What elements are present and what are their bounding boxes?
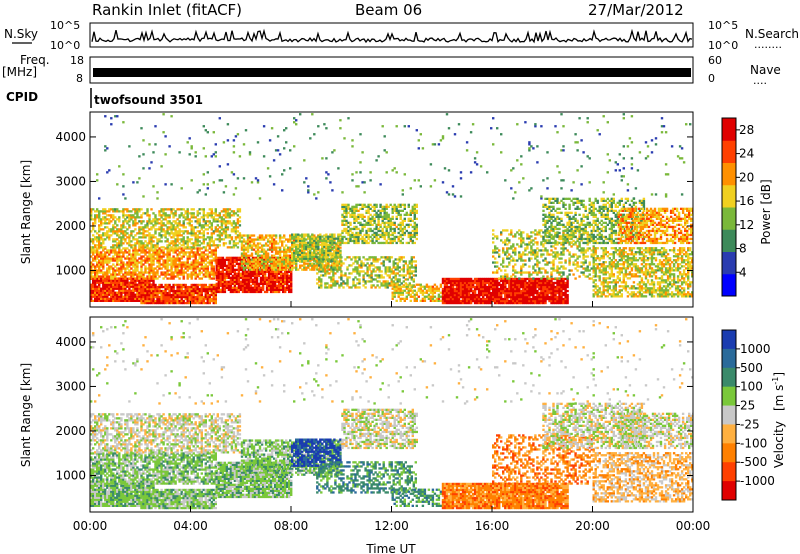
velocity-colorbar-label-main: Velocity [772,421,786,468]
nave-tick-top: 60 [708,54,722,67]
velocity-colorbar-tick-label: 1000 [740,342,771,356]
x-tick-label: 20:00 [575,519,610,533]
y-tick-label: 3000 [55,379,86,393]
velocity-colorbar-swatch [722,424,736,444]
velocity-colorbar-tick-label: 25 [740,399,755,413]
cpid-value: twofsound 3501 [94,93,203,107]
velocity-colorbar-tick-label: -100 [740,436,767,450]
power-colorbar-frame [721,117,737,297]
noise-panel: N.Sky 10^5 10^0 10^5 10^0 N.Search .....… [4,19,799,52]
y-tick-label: 3000 [55,174,86,188]
velocity-colorbar-label-exp: -1 [771,377,780,385]
power-colorbar-swatch [722,184,736,208]
power-colorbar-swatch [722,118,736,141]
noise-sky-label: N.Sky [4,27,38,41]
power-panel: 1000 2000 3000 4000 Slant Range [km] 4 8 12 16… [19,111,773,308]
velocity-colorbar-label-unit: [m s [772,385,786,411]
power-colorbar-label: Power [dB] [759,179,773,244]
x-tick-label: 00:00 [73,519,108,533]
noise-panel-frame [89,22,694,48]
noise-tick-left-bottom: 10^0 [50,39,80,52]
power-colorbar-tick-label: 12 [739,218,754,232]
power-colorbar-swatch [722,140,736,163]
time-x-label: Time UT [365,542,416,554]
noise-sky-trace [91,28,693,44]
y-tick-label: 1000 [55,468,86,482]
power-data [90,113,693,305]
velocity-data [90,318,693,510]
nave-legend-dots: .... [753,74,767,87]
power-colorbar: 4 8 12 16 20 24 28 [721,117,754,297]
velocity-colorbar-label: Velocity [m s-1] [771,372,786,468]
freq-tick-top: 18 [70,54,84,67]
velocity-colorbar-swatch [722,330,736,350]
power-colorbar-tick-label: 4 [739,265,747,279]
freq-panel-frame [89,56,694,84]
power-colorbar-swatch [722,273,736,297]
x-tick-label: 04:00 [173,519,208,533]
power-y-axis: 1000 2000 3000 4000 [55,130,693,277]
date-title: 27/Mar/2012 [588,1,684,19]
power-colorbar-swatch [722,229,736,252]
nave-label: Nave [750,63,781,77]
power-colorbar-tick-label: 8 [739,242,747,256]
velocity-colorbar-tick-label: 100 [740,380,763,394]
y-tick-label: 2000 [55,424,86,438]
power-colorbar-swatch [722,207,736,230]
power-y-label: Slant Range [km] [19,160,33,264]
cpid-panel: CPID twofsound 3501 [6,88,203,108]
power-colorbar-swatch [722,162,736,186]
power-colorbar-tick-label: 16 [739,194,754,208]
y-tick-label: 4000 [55,130,86,144]
freq-panel: Freq. [MHz] 18 8 60 0 Nave .... [2,53,781,87]
power-colorbar-tick-label: 20 [739,170,754,184]
time-x-axis: 00:00 04:00 08:00 12:00 16:00 20:00 00:00 [73,301,711,533]
noise-search-legend-dots: ........ [754,38,782,51]
freq-unit-label: [MHz] [2,65,37,79]
power-colorbar-tick-label: 24 [739,147,754,161]
y-tick-label: 1000 [55,263,86,277]
freq-label: Freq. [20,53,50,67]
velocity-colorbar-swatch [722,348,736,369]
freq-tick-bottom: 8 [76,72,83,85]
velocity-colorbar-swatch [722,386,736,407]
velocity-y-axis: 1000 2000 3000 4000 [55,335,693,482]
beam-title: Beam 06 [355,1,422,19]
velocity-colorbar-tick-label: 500 [740,361,763,375]
velocity-colorbar-swatch [722,462,736,482]
velocity-colorbar-swatch [722,367,736,388]
y-tick-label: 4000 [55,335,86,349]
power-colorbar-tick-label: 28 [739,123,754,137]
velocity-colorbar-swatch [722,405,736,425]
noise-tick-right-top: 10^5 [708,19,738,32]
velocity-colorbar-tick-label: -1000 [740,474,775,488]
x-tick-label: 08:00 [274,519,309,533]
x-tick-label: 16:00 [475,519,510,533]
velocity-colorbar: 1000 500 100 25 -25 -100 -500 -1000 [721,329,775,501]
x-tick-label: 00:00 [676,519,711,533]
x-tick-label: 12:00 [374,519,409,533]
y-tick-label: 2000 [55,219,86,233]
velocity-colorbar-tick-label: -25 [740,417,760,431]
velocity-colorbar-tick-label: -500 [740,455,767,469]
velocity-colorbar-label-close: ] [772,372,786,377]
noise-search-label: N.Search [745,27,799,41]
velocity-colorbar-frame [721,329,737,501]
power-colorbar-swatch [722,251,736,275]
nave-trace [93,68,691,77]
cpid-label: CPID [6,90,38,104]
nave-tick-bottom: 0 [708,72,715,85]
velocity-y-label: Slant Range [km] [19,363,33,467]
noise-tick-left-top: 10^5 [50,19,80,32]
station-title: Rankin Inlet (fitACF) [92,1,242,19]
noise-tick-right-bottom: 10^0 [708,39,738,52]
velocity-colorbar-swatch [722,443,736,463]
velocity-colorbar-swatch [722,481,736,501]
